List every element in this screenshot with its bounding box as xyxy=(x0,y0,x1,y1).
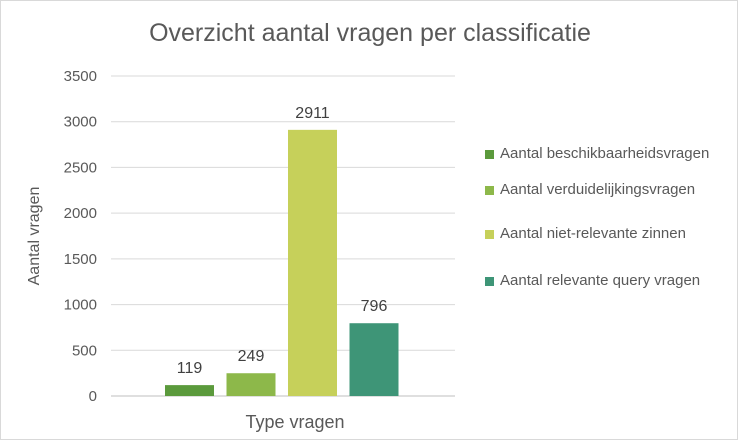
data-label: 796 xyxy=(361,298,388,315)
y-tick-label: 0 xyxy=(89,388,97,405)
chart-title: Overzicht aantal vragen per classificati… xyxy=(149,19,591,47)
bar-2 xyxy=(226,373,276,396)
data-label: 119 xyxy=(177,360,203,377)
legend-item: Aantal beschikbaarheidsvragen xyxy=(485,143,735,165)
y-axis-title: Aantal vragen xyxy=(26,187,43,286)
y-tick-label: 3000 xyxy=(64,114,97,131)
legend-label: Aantal beschikbaarheidsvragen xyxy=(500,145,710,162)
legend-swatch xyxy=(485,230,494,239)
legend-item: Aantal niet-relevante zinnen xyxy=(485,223,735,245)
y-tick-label: 2000 xyxy=(64,205,97,222)
data-label: 2911 xyxy=(295,105,330,122)
bar-3 xyxy=(288,129,337,396)
y-tick-label: 1500 xyxy=(64,251,97,268)
legend-swatch xyxy=(485,186,494,195)
legend-item: Aantal verduidelijkingsvragen xyxy=(485,179,735,201)
y-tick-label: 2500 xyxy=(64,159,97,176)
bar-4 xyxy=(349,323,399,396)
chart-legend: Aantal beschikbaarheidsvragen Aantal verd… xyxy=(485,143,735,304)
y-tick-label: 500 xyxy=(72,342,97,359)
y-tick-label: 1000 xyxy=(64,297,97,314)
legend-label: Aantal relevante query vragen xyxy=(500,272,701,289)
legend-item: Aantal relevante query vragen xyxy=(485,270,735,292)
bar-1 xyxy=(165,385,214,396)
legend-label: Aantal niet-relevante zinnen xyxy=(500,225,686,242)
y-tick-label: 3500 xyxy=(64,68,97,85)
data-label: 249 xyxy=(238,348,265,365)
x-axis-title: Type vragen xyxy=(245,412,344,432)
legend-label: Aantal verduidelijkingsvragen xyxy=(500,181,696,198)
legend-swatch xyxy=(485,150,494,159)
legend-swatch xyxy=(485,277,494,286)
